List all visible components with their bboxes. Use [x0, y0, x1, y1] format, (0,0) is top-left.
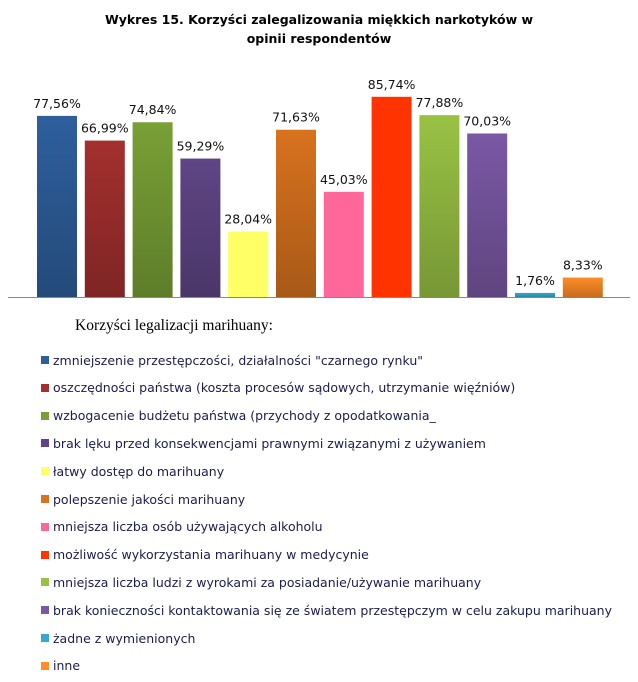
legend-item: polepszenie jakości marihuany [41, 491, 245, 507]
legend-swatch [41, 411, 49, 420]
legend-title: Korzyści legalizacji marihuany: [75, 317, 273, 334]
legend-label: mniejsza liczba ludzi z wyrokami za posi… [53, 574, 482, 590]
bar [37, 115, 77, 297]
bar [419, 115, 460, 297]
bar [84, 140, 125, 297]
data-label: 77,56% [33, 96, 81, 111]
legend-item: łatwy dostęp do marihuany [41, 463, 224, 479]
legend-swatch [41, 578, 49, 587]
legend-item: zmniejszenie przestępczości, działalnośc… [41, 352, 423, 368]
legend-item: inne [41, 658, 80, 674]
legend-item: brak lęku przed konsekwencjami prawnymi … [41, 435, 486, 451]
legend-label: oszczędności państwa (koszta procesów są… [53, 380, 516, 396]
legend-item: brak konieczności kontaktowania się ze ś… [41, 602, 612, 618]
legend-swatch [41, 634, 49, 642]
legend-label: brak konieczności kontaktowania się ze ś… [53, 602, 612, 618]
legend-label: brak lęku przed konsekwencjami prawnymi … [53, 435, 486, 451]
bar [180, 158, 221, 297]
data-label: 66,99% [81, 121, 129, 136]
legend-swatch [41, 383, 49, 392]
data-label: 85,74% [368, 77, 416, 92]
legend-swatch [41, 661, 49, 670]
legend-label: polepszenie jakości marihuany [53, 491, 246, 507]
legend-swatch [41, 606, 49, 615]
legend-swatch [41, 522, 49, 531]
legend-label: mniejsza liczba osób używających alkohol… [53, 519, 323, 535]
legend-item: wzbogacenie budżetu państwa (przychody z… [41, 408, 436, 424]
legend-item: oszczędności państwa (koszta procesów są… [41, 380, 515, 396]
data-label: 71,63% [272, 110, 320, 125]
legend-label: możliwość wykorzystania marihuany w medy… [53, 547, 369, 563]
legend-swatch [41, 467, 49, 476]
legend-label: łatwy dostęp do marihuany [53, 463, 225, 479]
data-label: 59,29% [177, 139, 225, 154]
legend-swatch [41, 550, 49, 559]
data-label: 77,88% [416, 95, 464, 110]
bar [371, 96, 412, 298]
chart-title-text: Wykres 15. Korzyści zalegalizowania mięk… [104, 12, 534, 46]
bar [467, 133, 508, 297]
data-label: 74,84% [129, 102, 177, 117]
bar [323, 191, 364, 297]
legend-label: wzbogacenie budżetu państwa (przychody z… [53, 408, 436, 424]
chart-title: Wykres 15. Korzyści zalegalizowania mięk… [0, 10, 638, 48]
legend-swatch [41, 439, 49, 448]
data-label: 28,04% [224, 212, 272, 227]
legend-label: inne [53, 658, 81, 674]
data-label: 1,76% [515, 273, 555, 288]
data-label: 70,03% [463, 113, 511, 128]
bar [228, 231, 269, 297]
bar [562, 277, 603, 297]
legend-item: mniejsza liczba ludzi z wyrokami za posi… [41, 574, 481, 590]
legend-label: zmniejszenie przestępczości, działalnośc… [53, 352, 424, 368]
data-label: 8,33% [563, 258, 603, 273]
legend-item: możliwość wykorzystania marihuany w medy… [41, 547, 369, 563]
legend-swatch [41, 495, 49, 503]
legend-label: żadne z wymienionych [53, 630, 196, 646]
bar [515, 292, 555, 297]
data-label: 45,03% [320, 172, 368, 187]
bar-chart: 77,56%66,99%74,84% 59,29% 28,04% 71,63% 45,0… [8, 77, 630, 298]
legend-item: mniejsza liczba osób używających alkohol… [41, 519, 323, 535]
bar [276, 129, 316, 297]
legend-swatch [41, 356, 49, 364]
bar [132, 122, 173, 297]
legend-item: żadne z wymienionych [41, 630, 195, 646]
